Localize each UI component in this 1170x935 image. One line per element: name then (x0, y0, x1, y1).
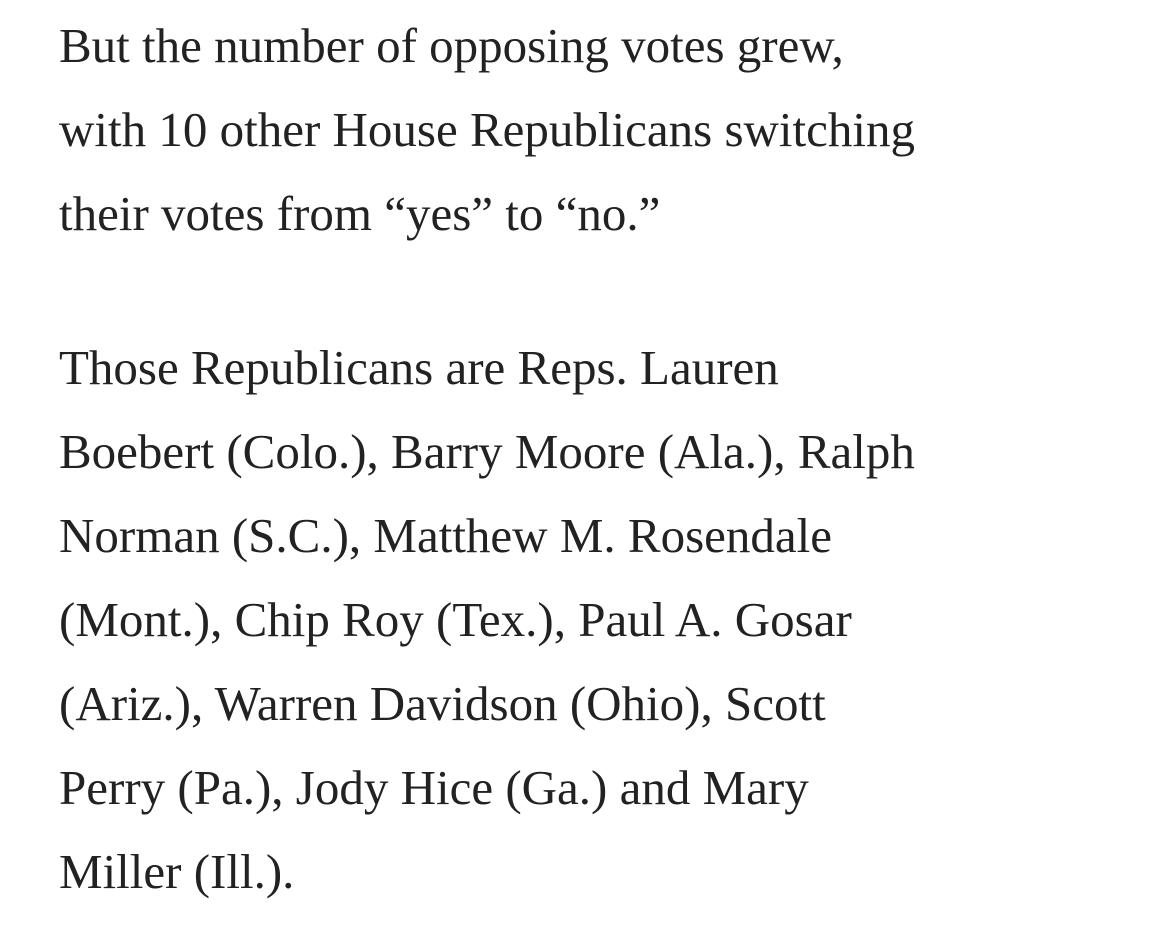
paragraph-line: Boebert (Colo.), Barry Moore (Ala.), Ral… (59, 424, 915, 479)
paragraph-line: (Ariz.), Warren Davidson (Ohio), Scott (59, 676, 826, 731)
paragraph-line: But the number of opposing votes grew, (59, 18, 844, 73)
paragraph-line: with 10 other House Republicans switchin… (59, 102, 916, 157)
paragraph-line: Perry (Pa.), Jody Hice (Ga.) and Mary (59, 760, 809, 815)
paragraph-line: Miller (Ill.). (59, 844, 295, 899)
paragraph-line: Those Republicans are Reps. Lauren (59, 340, 779, 395)
paragraph-vote-switch: But the number of opposing votes grew, w… (59, 4, 915, 256)
paragraph-line: their votes from “yes” to “no.” (59, 186, 661, 241)
paragraph-line: Norman (S.C.), Matthew M. Rosendale (59, 508, 832, 563)
paragraph-line: (Mont.), Chip Roy (Tex.), Paul A. Gosar (59, 592, 852, 647)
paragraph-republican-list: Those Republicans are Reps. Lauren Boebe… (59, 326, 915, 914)
